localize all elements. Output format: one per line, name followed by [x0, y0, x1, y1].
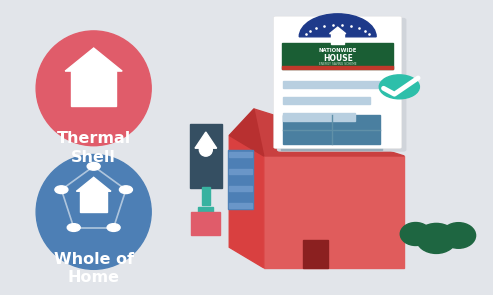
FancyBboxPatch shape [198, 223, 213, 228]
Circle shape [87, 163, 100, 170]
FancyBboxPatch shape [264, 156, 404, 268]
FancyBboxPatch shape [303, 240, 328, 268]
FancyBboxPatch shape [198, 215, 213, 220]
FancyBboxPatch shape [283, 113, 355, 121]
Polygon shape [195, 132, 216, 148]
Text: Whole of
Home: Whole of Home [54, 252, 134, 285]
Ellipse shape [36, 31, 151, 146]
Text: Thermal
Shell: Thermal Shell [57, 131, 131, 165]
FancyBboxPatch shape [198, 206, 213, 212]
FancyBboxPatch shape [282, 43, 393, 69]
FancyBboxPatch shape [283, 97, 370, 104]
FancyBboxPatch shape [282, 65, 393, 69]
Ellipse shape [199, 143, 212, 156]
FancyBboxPatch shape [229, 186, 252, 191]
FancyBboxPatch shape [229, 203, 252, 208]
FancyBboxPatch shape [283, 81, 385, 88]
Polygon shape [229, 135, 264, 268]
FancyBboxPatch shape [190, 124, 222, 189]
Polygon shape [229, 109, 264, 156]
FancyBboxPatch shape [229, 169, 252, 174]
FancyBboxPatch shape [202, 188, 210, 204]
Ellipse shape [400, 222, 431, 245]
FancyBboxPatch shape [229, 152, 252, 157]
FancyBboxPatch shape [281, 143, 382, 150]
FancyBboxPatch shape [283, 115, 380, 144]
Ellipse shape [441, 223, 476, 248]
FancyBboxPatch shape [191, 212, 220, 235]
Polygon shape [65, 48, 122, 71]
Circle shape [67, 224, 80, 231]
FancyBboxPatch shape [80, 191, 107, 212]
Polygon shape [254, 109, 404, 156]
FancyBboxPatch shape [228, 150, 253, 209]
FancyBboxPatch shape [331, 34, 344, 44]
Circle shape [379, 75, 420, 99]
Polygon shape [329, 27, 346, 34]
Text: ENERGY SAVING SCHEME: ENERGY SAVING SCHEME [319, 63, 356, 66]
Circle shape [107, 224, 120, 231]
Ellipse shape [416, 223, 457, 253]
Polygon shape [76, 177, 111, 191]
Circle shape [119, 186, 133, 194]
FancyBboxPatch shape [71, 71, 116, 106]
Ellipse shape [36, 155, 151, 269]
Text: HOUSE: HOUSE [323, 54, 352, 63]
Circle shape [55, 186, 68, 194]
FancyBboxPatch shape [278, 19, 406, 151]
FancyBboxPatch shape [274, 16, 402, 149]
Wedge shape [299, 14, 376, 37]
Text: NATIONWIDE: NATIONWIDE [318, 47, 357, 53]
